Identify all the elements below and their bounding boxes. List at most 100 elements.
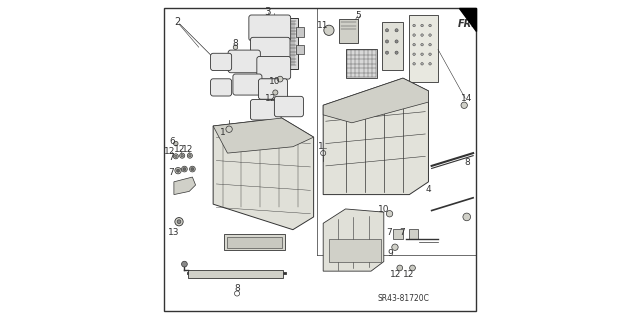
- Circle shape: [429, 53, 431, 56]
- Circle shape: [183, 167, 186, 171]
- Text: 5: 5: [355, 11, 361, 20]
- Circle shape: [273, 90, 278, 95]
- Circle shape: [463, 213, 470, 221]
- Text: 12: 12: [174, 145, 186, 154]
- Circle shape: [421, 63, 423, 65]
- Text: 12: 12: [403, 271, 414, 279]
- Bar: [268, 18, 298, 69]
- Circle shape: [410, 265, 415, 271]
- Circle shape: [421, 24, 423, 27]
- Circle shape: [189, 166, 195, 172]
- FancyBboxPatch shape: [211, 79, 232, 96]
- Circle shape: [173, 141, 178, 146]
- FancyBboxPatch shape: [257, 56, 291, 79]
- Polygon shape: [323, 78, 428, 195]
- Circle shape: [385, 51, 388, 54]
- Text: 11: 11: [317, 21, 329, 30]
- Circle shape: [233, 45, 237, 49]
- Circle shape: [421, 43, 423, 46]
- Text: 1: 1: [318, 142, 323, 151]
- Circle shape: [413, 43, 415, 46]
- Circle shape: [395, 51, 398, 54]
- Circle shape: [429, 43, 431, 46]
- Bar: [296, 45, 304, 54]
- Circle shape: [181, 154, 184, 157]
- FancyBboxPatch shape: [233, 74, 262, 95]
- Circle shape: [180, 153, 185, 158]
- Circle shape: [397, 265, 403, 271]
- Polygon shape: [174, 177, 196, 195]
- Circle shape: [395, 40, 398, 43]
- Circle shape: [175, 167, 181, 174]
- Text: 13: 13: [168, 228, 179, 237]
- Text: 7: 7: [168, 168, 174, 177]
- FancyBboxPatch shape: [249, 15, 291, 41]
- Bar: [296, 27, 304, 37]
- Text: 7: 7: [168, 153, 174, 162]
- Text: 8: 8: [234, 284, 240, 293]
- Text: SR43-81720C: SR43-81720C: [377, 294, 429, 303]
- Circle shape: [188, 153, 193, 158]
- Text: 12: 12: [265, 94, 276, 103]
- Bar: [409, 229, 419, 239]
- Bar: [409, 15, 438, 82]
- Text: 9: 9: [387, 249, 393, 258]
- Circle shape: [191, 167, 194, 171]
- Text: 10: 10: [269, 77, 280, 86]
- Circle shape: [387, 211, 393, 217]
- Circle shape: [182, 166, 188, 172]
- Circle shape: [175, 218, 183, 226]
- Bar: [394, 229, 403, 239]
- Polygon shape: [224, 234, 285, 250]
- Text: 7: 7: [399, 228, 405, 237]
- Circle shape: [385, 29, 388, 32]
- Circle shape: [177, 220, 181, 224]
- Text: 8: 8: [232, 39, 238, 48]
- Circle shape: [413, 63, 415, 65]
- Bar: [227, 237, 282, 248]
- Circle shape: [175, 155, 177, 158]
- Circle shape: [429, 24, 431, 27]
- Text: 1: 1: [220, 128, 225, 137]
- Polygon shape: [213, 118, 314, 153]
- FancyBboxPatch shape: [275, 96, 303, 117]
- Text: 8: 8: [465, 158, 470, 167]
- Circle shape: [429, 63, 431, 65]
- FancyBboxPatch shape: [259, 79, 287, 99]
- Text: 7: 7: [387, 228, 392, 237]
- Text: 12: 12: [182, 145, 193, 154]
- Circle shape: [182, 261, 188, 267]
- Bar: [188, 270, 284, 278]
- Text: 12: 12: [390, 271, 402, 279]
- Circle shape: [421, 34, 423, 36]
- Text: 10: 10: [378, 205, 390, 214]
- Bar: [329, 239, 381, 262]
- Polygon shape: [213, 118, 314, 230]
- Bar: [339, 19, 358, 43]
- Polygon shape: [323, 209, 384, 271]
- Circle shape: [395, 29, 398, 32]
- Text: 14: 14: [461, 94, 472, 103]
- Bar: [382, 22, 403, 70]
- Circle shape: [413, 34, 415, 36]
- Polygon shape: [459, 8, 476, 31]
- Circle shape: [413, 53, 415, 56]
- Text: 4: 4: [426, 185, 431, 194]
- FancyBboxPatch shape: [228, 50, 260, 73]
- Circle shape: [324, 25, 334, 35]
- Circle shape: [277, 76, 283, 82]
- FancyBboxPatch shape: [250, 37, 290, 61]
- Circle shape: [421, 53, 423, 56]
- Circle shape: [392, 244, 398, 250]
- Polygon shape: [323, 78, 428, 123]
- Circle shape: [189, 154, 191, 157]
- FancyBboxPatch shape: [250, 100, 281, 120]
- Circle shape: [173, 154, 179, 159]
- Circle shape: [461, 102, 467, 108]
- Text: FR.: FR.: [458, 19, 476, 29]
- Text: 6: 6: [169, 137, 175, 146]
- Circle shape: [413, 24, 415, 27]
- Bar: [346, 49, 378, 78]
- FancyBboxPatch shape: [211, 53, 232, 70]
- Circle shape: [429, 34, 431, 36]
